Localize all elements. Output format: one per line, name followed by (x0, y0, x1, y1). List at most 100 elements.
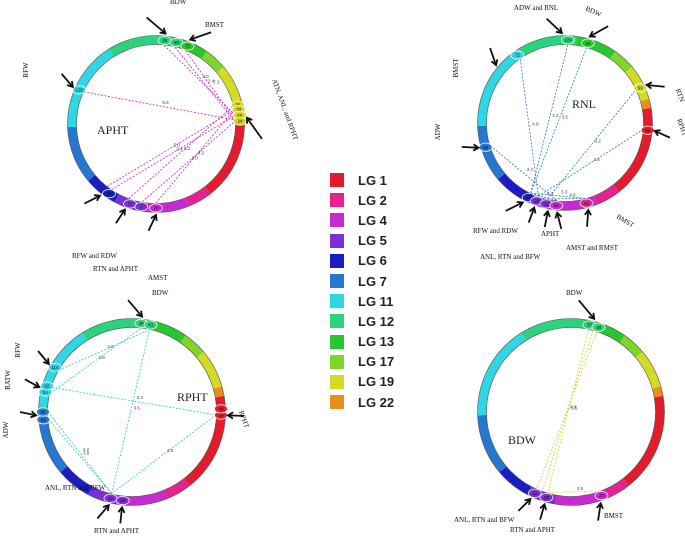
arrowhead-icon (226, 411, 234, 420)
legend-item-lg5: LG 5 (330, 231, 394, 251)
qtl-marker[interactable] (580, 38, 595, 48)
legend-label: LG 19 (358, 374, 395, 390)
qtl-marker-id: 120 (564, 38, 572, 43)
ring-outline (477, 35, 653, 211)
legend-label: LG 17 (358, 354, 395, 370)
legend-label: LG 7 (358, 273, 387, 289)
qtl-link (111, 414, 217, 494)
qtl-marker-id: 18 (237, 113, 243, 118)
legend-label: LG 22 (358, 394, 395, 410)
panel-title: BDW (508, 433, 537, 447)
ring-segment-lg1 (613, 107, 653, 192)
qtl-marker-id: 56 (483, 145, 489, 150)
arrowhead-icon (33, 381, 41, 389)
qtl-trait-label: BDW (566, 289, 583, 297)
qtl-marker[interactable] (633, 83, 648, 93)
qtl-marker-id: 72 (128, 201, 134, 206)
qtl-marker-id: 114 (51, 365, 59, 370)
link-lod-value: 3.4 (137, 395, 144, 400)
arrowhead-icon (588, 312, 596, 321)
qtl-marker[interactable] (527, 488, 542, 498)
qtl-marker[interactable] (149, 203, 163, 213)
link-lod-value: 5.0 (174, 142, 181, 147)
qtl-marker[interactable] (134, 202, 149, 212)
qtl-marker-id: 59 (638, 86, 644, 91)
arrowhead-icon (117, 505, 126, 514)
legend-item-lg2: LG 2 (330, 190, 394, 210)
arrowhead-icon (245, 116, 253, 124)
legend-swatch (330, 253, 344, 268)
qtl-marker-id: 63 (107, 191, 113, 196)
panel-apht: 5.53.03.45.03.4 3.23.04.27.336 68BDW75BMST… (22, 0, 300, 282)
ring-segment-lg6 (60, 466, 93, 495)
panel-title: APHT (97, 123, 129, 137)
link-lod-value: 4.8 (570, 404, 577, 409)
qtl-trait-label: RTN and APHT (510, 526, 556, 534)
qtl-marker[interactable] (594, 491, 609, 501)
link-lod-value: 7.3 (213, 79, 220, 84)
qtl-link (536, 331, 598, 489)
panel-bdw: 5.54.8 4.9 37 48 BDW 12 ANL, RTN and BFW 28 RTN … (454, 289, 665, 534)
ring-segment-lg7 (477, 414, 507, 473)
qtl-trait-label: RATW (4, 370, 12, 390)
qtl-marker[interactable] (169, 37, 184, 48)
marker-arrow (461, 145, 479, 149)
qtl-marker[interactable] (560, 35, 575, 45)
qtl-trait-label: ANL, RTN and BFW (480, 253, 541, 261)
arrowhead-icon (653, 129, 661, 137)
ring-segment-lg11 (67, 48, 114, 128)
qtl-marker[interactable] (591, 322, 606, 332)
qtl-marker[interactable] (102, 189, 116, 199)
legend-item-lg13: LG 13 (330, 332, 394, 352)
ring-segment-lg17 (180, 335, 204, 358)
qtl-marker[interactable] (579, 198, 594, 208)
qtl-trait-label: RTN and APHT (93, 265, 139, 273)
arrowhead-icon (490, 59, 499, 67)
legend-swatch (330, 294, 344, 309)
qtl-trait-label: BMST (452, 58, 460, 78)
legend-swatch (330, 334, 344, 349)
qtl-marker[interactable] (549, 200, 564, 211)
qtl-marker[interactable] (39, 381, 54, 391)
legend-swatch (330, 395, 344, 410)
qtl-marker-id: 48 (596, 325, 602, 330)
arrowhead-icon (644, 81, 653, 90)
qtl-trait-label: ADW (434, 123, 442, 140)
qtl-marker[interactable] (143, 320, 158, 330)
qtl-marker-id: 28 (534, 199, 540, 204)
qtl-marker[interactable] (510, 50, 525, 60)
qtl-marker[interactable] (115, 495, 130, 506)
qtl-marker[interactable] (72, 85, 87, 95)
marker-arrow (597, 503, 602, 521)
link-lod-value: 3.8 (83, 450, 90, 455)
marker-arrow (147, 214, 157, 232)
qtl-marker[interactable] (48, 362, 62, 373)
link-lod-value: 4.9 (577, 486, 584, 491)
arrowhead-icon (93, 194, 102, 202)
arrowhead-icon (159, 27, 167, 35)
link-lod-value: 3.2 (552, 113, 559, 118)
qtl-marker[interactable] (214, 404, 228, 414)
ring-segment-lg22 (652, 386, 664, 398)
qtl-trait-label: RFW (22, 62, 30, 78)
qtl-link (83, 91, 235, 121)
qtl-trait-label: RFW and RDW (72, 252, 117, 260)
qtl-marker-id: 43 (148, 323, 154, 328)
linkage-group-legend: LG 1 LG 2 LG 4 LG 5 LG 6 LG 7 LG 11 LG 12 LG 13 L… (330, 170, 394, 412)
qtl-marker[interactable] (539, 492, 554, 503)
ring-segment-lg17 (609, 51, 633, 73)
qtl-marker-id: 23 (599, 493, 605, 498)
qtl-trait-label: ANL, RTN and BFW (45, 484, 106, 492)
marker-arrow (115, 209, 126, 224)
arrowhead-icon (588, 30, 596, 38)
qtl-marker-id: 28 (544, 495, 550, 500)
ring-segment-lg13 (575, 36, 616, 59)
legend-label: LG 2 (358, 192, 387, 208)
marker-arrow (589, 25, 609, 38)
qtl-marker[interactable] (180, 41, 195, 51)
qtl-marker[interactable] (36, 407, 50, 417)
legend-swatch (330, 173, 344, 188)
qtl-marker-id: 62 (44, 384, 50, 389)
marker-arrow (578, 299, 595, 320)
